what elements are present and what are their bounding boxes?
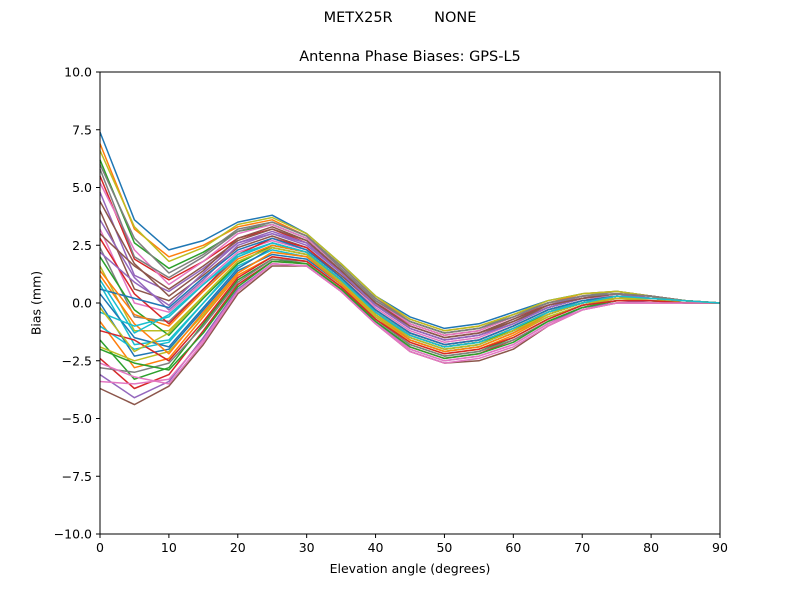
x-tick-label: 10: [161, 540, 177, 555]
series-lines: [99, 131, 721, 406]
series-line: [99, 242, 721, 348]
y-tick-label: −7.5: [62, 469, 92, 484]
y-tick-label: −2.5: [62, 353, 92, 368]
x-tick-label: 0: [96, 540, 104, 555]
series-line: [99, 262, 720, 385]
x-tick-label: 70: [574, 540, 590, 555]
chart-title: Antenna Phase Biases: GPS-L5: [299, 49, 521, 65]
x-tick-label: 50: [436, 540, 452, 555]
figure-suptitle: METX25R NONE: [323, 10, 477, 26]
series-line: [99, 168, 721, 334]
series-line: [99, 150, 721, 332]
y-tick-label: 2.5: [72, 238, 92, 253]
series-line: [99, 253, 721, 357]
x-tick-label: 30: [299, 540, 315, 555]
y-tick-label: −10.0: [54, 527, 92, 542]
y-axis-ticks: 10.0 7.5 5.0 2.5 0.0 −2.5 −5.0 −7.5 −10.0: [54, 65, 100, 542]
series-line: [99, 175, 721, 337]
series-line: [99, 246, 721, 353]
y-tick-label: 7.5: [72, 122, 92, 137]
y-tick-label: 0.0: [72, 296, 92, 311]
series-line: [99, 256, 720, 362]
x-tick-label: 80: [643, 540, 659, 555]
x-tick-label: 90: [712, 540, 728, 555]
x-tick-label: 20: [230, 540, 246, 555]
x-axis-label: Elevation angle (degrees): [329, 561, 491, 576]
x-tick-label: 60: [505, 540, 521, 555]
y-tick-label: −5.0: [62, 411, 92, 426]
series-line: [99, 182, 721, 337]
y-tick-label: 10.0: [64, 65, 92, 80]
y-tick-label: 5.0: [72, 180, 92, 195]
x-tick-label: 40: [368, 540, 384, 555]
y-axis-label: Bias (mm): [28, 270, 44, 336]
x-axis-ticks: 0 10 20 30 40 50 60 70 80 90: [96, 534, 728, 555]
